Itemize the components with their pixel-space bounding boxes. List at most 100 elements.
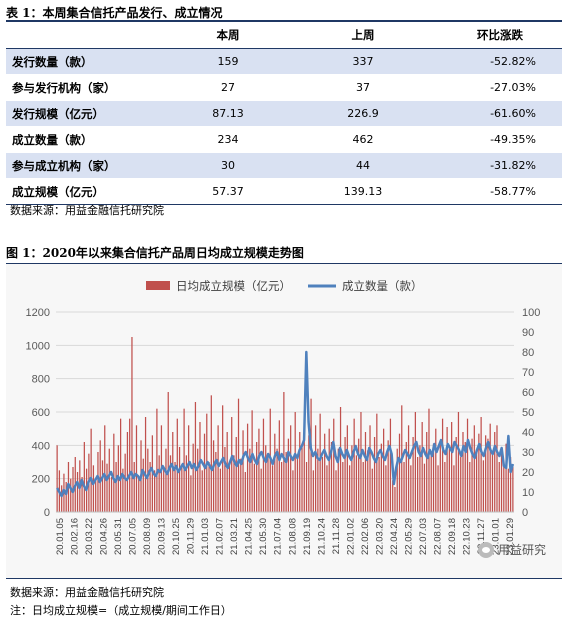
watermark-text: 用益研究 bbox=[497, 543, 546, 557]
bar bbox=[131, 337, 133, 512]
bar bbox=[387, 440, 389, 512]
cell-last-week: 226.9 bbox=[288, 100, 438, 127]
wechat-icon bbox=[477, 541, 494, 558]
x-tick-label: 22.07.03 bbox=[418, 518, 429, 555]
bar bbox=[439, 440, 441, 512]
cell-this-week: 234 bbox=[168, 126, 288, 153]
bar bbox=[283, 392, 285, 512]
bar bbox=[407, 425, 410, 512]
bar bbox=[188, 425, 190, 512]
bar bbox=[360, 412, 362, 512]
bar bbox=[351, 445, 353, 512]
header-cell: 本周 bbox=[168, 20, 288, 49]
bar bbox=[262, 418, 265, 512]
bar bbox=[235, 437, 237, 512]
bar bbox=[278, 420, 280, 512]
bar bbox=[70, 478, 72, 512]
bar bbox=[56, 445, 58, 512]
bar bbox=[509, 457, 512, 512]
bar bbox=[392, 480, 394, 512]
bar bbox=[414, 412, 416, 512]
bar bbox=[217, 425, 219, 512]
y-right-tick-label: 30 bbox=[522, 447, 534, 459]
y-left-tick-label: 1000 bbox=[26, 340, 50, 352]
bar bbox=[178, 447, 181, 512]
bar bbox=[165, 448, 167, 512]
table-row: 成立规模（亿元） 57.37 139.13 -58.77% bbox=[6, 178, 562, 205]
y-right-tick-label: 60 bbox=[522, 387, 534, 399]
bar bbox=[466, 418, 469, 512]
bar bbox=[448, 445, 451, 512]
bar bbox=[106, 463, 108, 512]
bar bbox=[371, 468, 373, 512]
chart-area: 0 200 400 600 800 1000 1200 0 10 20 30 40 50 60 70 80 90… bbox=[6, 263, 562, 579]
bar bbox=[185, 455, 187, 512]
bar bbox=[383, 428, 385, 512]
bar bbox=[65, 482, 67, 512]
bar bbox=[512, 467, 514, 512]
bar bbox=[405, 442, 407, 512]
bar bbox=[469, 462, 471, 512]
bar bbox=[362, 462, 364, 512]
row-label: 成立规模（亿元） bbox=[6, 178, 168, 205]
bar bbox=[487, 438, 489, 512]
row-label: 参与发行机构（家） bbox=[6, 74, 168, 101]
bar bbox=[231, 417, 233, 512]
bar bbox=[503, 463, 505, 512]
y-left-tick-label: 0 bbox=[44, 507, 50, 519]
bar bbox=[396, 448, 398, 512]
x-tick-label: 22.08.07 bbox=[432, 518, 443, 555]
bar bbox=[90, 428, 92, 512]
row-label: 发行数量（款） bbox=[6, 48, 168, 75]
bar bbox=[364, 432, 367, 512]
chart-svg: 0 200 400 600 800 1000 1200 0 10 20 30 40 50 60 70 80 90… bbox=[26, 279, 541, 555]
cell-change: -58.77% bbox=[438, 178, 562, 205]
x-tick-label: 22.10.23 bbox=[461, 518, 472, 555]
legend-bar-label: 日均成立规模（亿元） bbox=[176, 279, 291, 293]
header-cell: 环比涨跌 bbox=[438, 20, 562, 49]
x-tick-label: 21.05.30 bbox=[258, 518, 269, 555]
legend-bar-swatch bbox=[146, 281, 170, 290]
bar bbox=[419, 445, 421, 512]
cell-this-week: 57.37 bbox=[168, 178, 288, 205]
x-tick-label: 21.04.25 bbox=[244, 518, 255, 555]
bar bbox=[475, 450, 478, 512]
bar bbox=[271, 465, 274, 512]
cell-last-week: 37 bbox=[288, 74, 438, 101]
bar bbox=[176, 418, 178, 512]
bar bbox=[482, 460, 485, 512]
bar bbox=[258, 428, 260, 512]
bar bbox=[333, 418, 335, 512]
series-line bbox=[56, 350, 515, 498]
bar bbox=[253, 463, 256, 512]
bar bbox=[228, 462, 231, 512]
x-tick-label: 20.01.05 bbox=[55, 518, 66, 555]
bar bbox=[369, 425, 371, 512]
cell-change: -52.82% bbox=[438, 48, 562, 75]
y-left-tick-label: 400 bbox=[32, 440, 50, 452]
bar bbox=[346, 425, 348, 512]
bar bbox=[83, 442, 85, 512]
bar bbox=[267, 457, 269, 512]
bar bbox=[367, 450, 369, 512]
bar bbox=[167, 392, 169, 512]
bar bbox=[135, 425, 138, 512]
bar bbox=[197, 448, 199, 512]
bar bbox=[457, 412, 460, 512]
bar bbox=[224, 447, 226, 512]
cell-change: -49.35% bbox=[438, 126, 562, 153]
table-row: 发行数量（款） 159 337 -52.82% bbox=[6, 48, 562, 75]
bar bbox=[115, 462, 117, 512]
bar bbox=[473, 425, 475, 512]
x-tick-label: 21.11.28 bbox=[331, 518, 342, 554]
cell-this-week: 87.13 bbox=[168, 100, 288, 127]
chart-source: 数据来源：用益金融信托研究院 bbox=[10, 586, 164, 599]
bar bbox=[256, 442, 258, 512]
bar bbox=[158, 455, 160, 512]
y-right-tick-label: 90 bbox=[522, 327, 534, 339]
y-right-tick-label: 10 bbox=[522, 487, 534, 499]
x-tick-label: 22.01.02 bbox=[345, 518, 356, 555]
bar bbox=[460, 457, 462, 512]
bar bbox=[394, 487, 396, 512]
x-tick-label: 21.07.04 bbox=[273, 518, 284, 555]
